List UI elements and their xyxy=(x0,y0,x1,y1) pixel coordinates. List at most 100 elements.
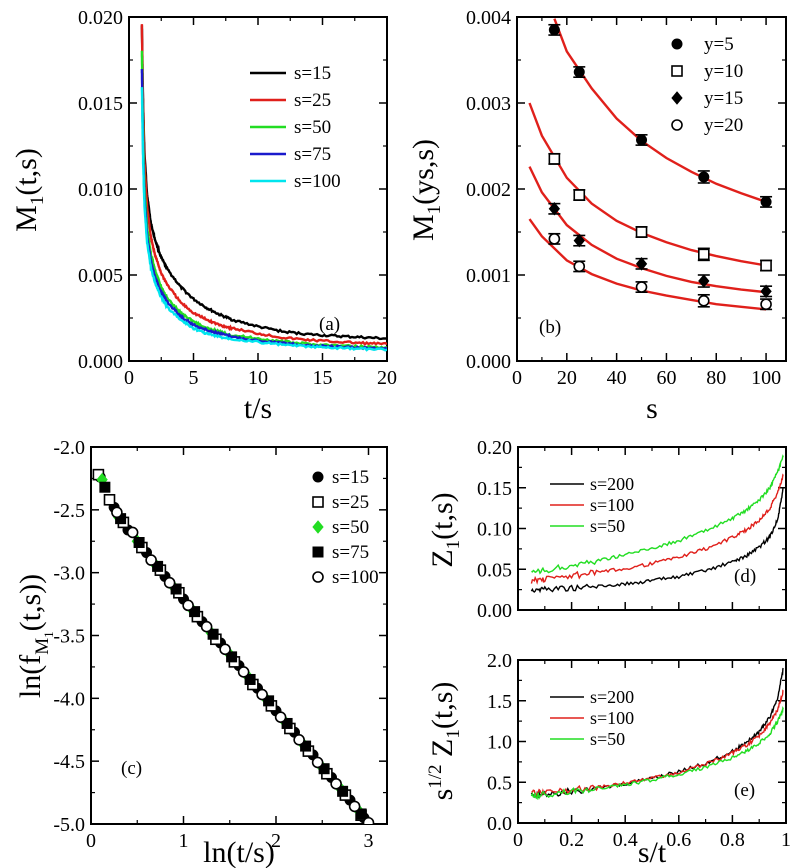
fit-curve xyxy=(528,218,767,311)
panel-tag: (e) xyxy=(734,780,755,801)
data-point-s=25 xyxy=(103,493,116,506)
x-axis-label: s xyxy=(646,392,658,425)
data-point-s=100 xyxy=(311,756,324,769)
x-tick-label: 0 xyxy=(86,830,96,852)
panel-tag: (a) xyxy=(319,314,340,335)
chart-panel-c: 0 1 2 3 -5.0 -4.5 -4.0 -3.5 -3.0 -2.5 -2.0 s=15 s=25… xyxy=(14,437,388,868)
y-tick-label: 0.002 xyxy=(466,179,511,201)
legend-label: s=100 xyxy=(294,171,341,192)
legend-label: s=50 xyxy=(590,729,625,749)
y-axis-label: ln(fM1(t,s)) xyxy=(14,574,56,698)
y-tick-label: 0.20 xyxy=(477,437,512,459)
plot-frame xyxy=(516,16,787,362)
legend-marker xyxy=(312,571,324,583)
plot-frame xyxy=(90,446,388,825)
data-point-y=5 xyxy=(760,196,772,208)
data-point-y=15 xyxy=(635,257,648,271)
legend-marker xyxy=(312,471,324,483)
legend-label: s=25 xyxy=(294,90,331,111)
y-tick-label: 2.0 xyxy=(487,650,512,672)
y-tick-label: -4.5 xyxy=(53,751,85,773)
x-tick-label: 3 xyxy=(364,830,374,852)
data-point-s=75 xyxy=(133,537,145,549)
panel-tag: (c) xyxy=(121,758,142,779)
x-tick-label: 100 xyxy=(751,367,781,389)
data-point-y=15 xyxy=(573,233,585,248)
legend-label: s=15 xyxy=(332,467,369,488)
legend-label: s=25 xyxy=(332,492,369,513)
data-point-s=100 xyxy=(256,688,268,701)
data-point-y=10 xyxy=(760,259,772,272)
data-point-s=100 xyxy=(293,734,305,746)
data-point-s=100 xyxy=(237,666,250,678)
y-axis-label: Z1(t,s) xyxy=(426,492,464,567)
data-point-s=75 xyxy=(318,763,330,775)
legend-marker xyxy=(312,496,324,508)
x-tick-label: 60 xyxy=(656,367,676,389)
series-line-s=100 xyxy=(530,473,784,585)
legend-label: s=200 xyxy=(590,687,634,707)
x-tick-label: 15 xyxy=(313,367,333,389)
y-tick-label: -5.0 xyxy=(53,814,85,836)
data-point-y=20 xyxy=(760,298,772,311)
data-point-s=100 xyxy=(330,777,342,790)
series-line-s=50 xyxy=(530,705,784,801)
plot-area xyxy=(140,24,387,352)
chart-panel-a: 0 5 10 15 20 0.000 0.005 0.010 0.015 0.020 s=15 s=2… xyxy=(10,7,397,425)
data-point-s=100 xyxy=(182,599,194,612)
data-point-s=75 xyxy=(337,785,349,797)
data-point-s=75 xyxy=(152,560,164,572)
data-point-y=20 xyxy=(635,281,648,293)
legend-label: s=100 xyxy=(332,567,379,588)
x-tick-label: 80 xyxy=(706,367,726,389)
legend-label: s=15 xyxy=(294,63,331,84)
y-tick-label: 0.000 xyxy=(466,351,511,373)
series-line-s=50 xyxy=(531,454,784,575)
data-point-s=100 xyxy=(348,800,361,813)
plot-area xyxy=(530,454,784,594)
legend-label: s=50 xyxy=(590,516,625,536)
data-point-y=10 xyxy=(698,248,710,261)
y-tick-label: 0.05 xyxy=(477,559,512,581)
x-axis-label: t/s xyxy=(244,392,272,425)
data-point-s=100 xyxy=(145,554,157,566)
data-point-s=75 xyxy=(263,695,275,707)
x-tick-label: 0 xyxy=(124,367,134,389)
data-point-s=100 xyxy=(274,711,287,723)
data-point-s=75 xyxy=(207,628,219,640)
data-point-y=5 xyxy=(548,24,560,36)
data-point-s=75 xyxy=(244,673,256,685)
plot-area xyxy=(92,468,375,824)
y-tick-label: -4.0 xyxy=(53,688,85,710)
y-tick-label: 0.004 xyxy=(466,7,511,29)
panel-tag: (d) xyxy=(734,566,756,587)
x-tick-label: 2 xyxy=(271,830,281,852)
y-axis-label: s1/2 Z1(t,s) xyxy=(425,682,464,801)
legend-label: s=100 xyxy=(590,495,634,515)
data-point-s=75 xyxy=(189,606,201,618)
data-point-s=75 xyxy=(226,651,238,663)
data-point-s=75 xyxy=(355,808,367,820)
x-tick-label: 0.4 xyxy=(613,829,638,851)
y-tick-label: 0.0 xyxy=(487,813,512,835)
y-tick-label: 0.015 xyxy=(78,93,123,115)
data-point-s=100 xyxy=(219,643,231,656)
x-tick-label: 0.8 xyxy=(720,829,745,851)
y-tick-label: 0.15 xyxy=(477,478,512,500)
y-tick-label: 0.020 xyxy=(78,7,123,29)
y-tick-label: -3.0 xyxy=(53,563,85,585)
data-point-s=75 xyxy=(300,740,312,752)
series-line-s=200 xyxy=(530,487,784,594)
legend-label: y=15 xyxy=(704,88,743,109)
data-point-s=100 xyxy=(362,816,375,824)
legend-label: s=75 xyxy=(294,144,331,165)
plot-frame xyxy=(128,16,388,362)
data-point-y=10 xyxy=(548,153,561,165)
plot-area xyxy=(528,18,773,311)
plot-frame xyxy=(517,446,787,611)
series-line-s=100 xyxy=(531,689,784,797)
legend-label: y=5 xyxy=(704,34,734,55)
plot-area xyxy=(530,667,784,801)
legend-label: s=75 xyxy=(332,542,369,563)
